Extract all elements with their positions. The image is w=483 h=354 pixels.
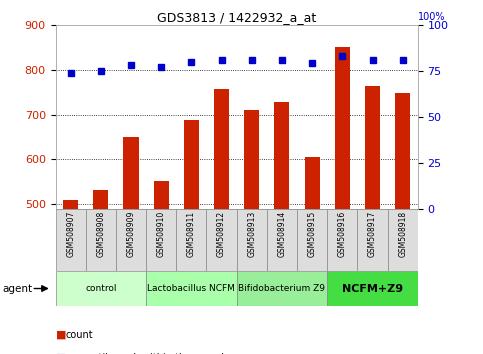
Bar	[184, 120, 199, 209]
Text: GSM508914: GSM508914	[277, 211, 286, 257]
Text: GSM508912: GSM508912	[217, 211, 226, 257]
Text: GSM508907: GSM508907	[66, 211, 75, 257]
Text: ■: ■	[56, 353, 66, 354]
Bar	[116, 209, 146, 271]
Text: Lactobacillus NCFM: Lactobacillus NCFM	[147, 284, 235, 293]
Bar	[56, 271, 146, 306]
Bar	[93, 189, 108, 209]
Bar	[214, 89, 229, 209]
Text: 100%: 100%	[418, 12, 445, 22]
Text: Bifidobacterium Z9: Bifidobacterium Z9	[239, 284, 326, 293]
Bar	[274, 102, 289, 209]
Text: percentile rank within the sample: percentile rank within the sample	[65, 353, 230, 354]
Bar	[297, 209, 327, 271]
Text: ■: ■	[56, 330, 66, 340]
Bar	[56, 209, 86, 271]
Bar	[154, 182, 169, 209]
Bar	[327, 271, 418, 306]
Bar	[207, 209, 237, 271]
Bar	[365, 86, 380, 209]
Text: NCFM+Z9: NCFM+Z9	[342, 284, 403, 293]
Bar	[244, 110, 259, 209]
Bar	[176, 209, 207, 271]
Text: count: count	[65, 330, 93, 340]
Title: GDS3813 / 1422932_a_at: GDS3813 / 1422932_a_at	[157, 11, 316, 24]
Text: GSM508913: GSM508913	[247, 211, 256, 257]
Bar	[146, 271, 237, 306]
Text: GSM508917: GSM508917	[368, 211, 377, 257]
Bar	[327, 209, 357, 271]
Text: GSM508916: GSM508916	[338, 211, 347, 257]
Bar	[357, 209, 388, 271]
Bar	[86, 209, 116, 271]
Text: GSM508915: GSM508915	[308, 211, 317, 257]
Bar	[335, 47, 350, 209]
Bar	[124, 137, 139, 209]
Text: GSM508909: GSM508909	[127, 211, 136, 257]
Bar	[395, 93, 410, 209]
Text: GSM508911: GSM508911	[187, 211, 196, 257]
Bar	[305, 157, 320, 209]
Bar	[388, 209, 418, 271]
Text: GSM508910: GSM508910	[156, 211, 166, 257]
Text: GSM508908: GSM508908	[96, 211, 105, 257]
Bar	[237, 209, 267, 271]
Bar	[146, 209, 176, 271]
Bar	[267, 209, 297, 271]
Bar	[237, 271, 327, 306]
Text: GSM508918: GSM508918	[398, 211, 407, 257]
Text: control: control	[85, 284, 116, 293]
Text: agent: agent	[2, 284, 32, 293]
Bar	[63, 200, 78, 209]
